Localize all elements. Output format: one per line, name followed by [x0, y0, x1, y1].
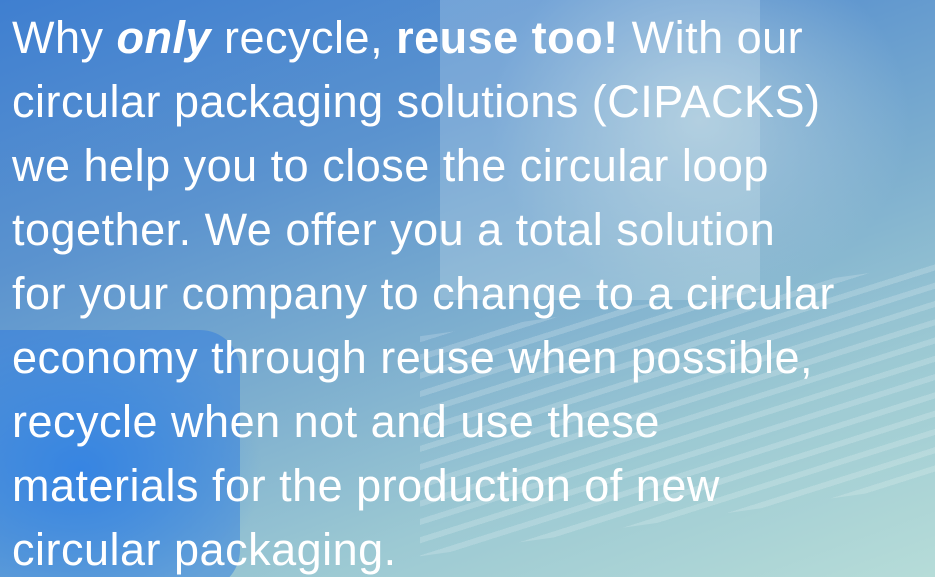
text-line: circular packaging solutions (CIPACKS): [12, 70, 835, 134]
hero: Why only recycle, reuse too! With our cir…: [0, 0, 935, 577]
paragraph: Why only recycle, reuse too! With our cir…: [12, 6, 835, 577]
text-line: Why only recycle, reuse too! With our: [12, 6, 835, 70]
text-line: materials for the production of new: [12, 454, 835, 518]
text-segment: Why: [12, 12, 117, 63]
text-segment: materials for the production of new: [12, 460, 720, 511]
text-segment: circular packaging solutions (CIPACKS): [12, 76, 820, 127]
text-segment: With our: [619, 12, 804, 63]
text-segment: circular packaging.: [12, 524, 397, 575]
text-line: we help you to close the circular loop: [12, 134, 835, 198]
text-segment: we help you to close the circular loop: [12, 140, 769, 191]
text-segment: recycle when not and use these: [12, 396, 660, 447]
text-segment: together. We offer you a total solution: [12, 204, 775, 255]
text-line: recycle when not and use these: [12, 390, 835, 454]
text-segment: only: [117, 12, 212, 63]
text-segment: recycle,: [211, 12, 396, 63]
text-segment: for your company to change to a circular: [12, 268, 835, 319]
text-line: together. We offer you a total solution: [12, 198, 835, 262]
text-line: circular packaging.: [12, 518, 835, 577]
text-segment: economy through reuse when possible,: [12, 332, 813, 383]
text-segment: reuse too!: [396, 12, 619, 63]
text-line: for your company to change to a circular: [12, 262, 835, 326]
text-line: economy through reuse when possible,: [12, 326, 835, 390]
